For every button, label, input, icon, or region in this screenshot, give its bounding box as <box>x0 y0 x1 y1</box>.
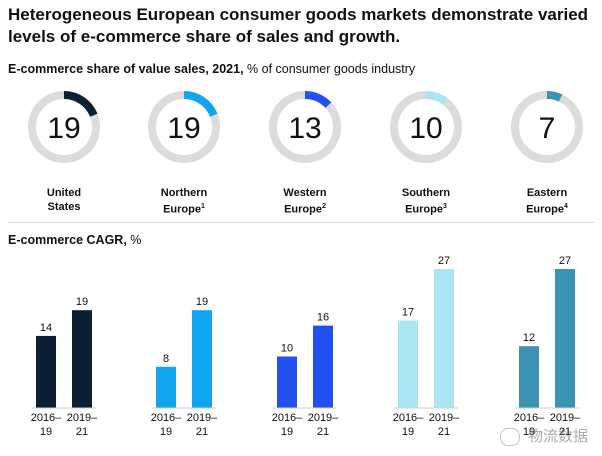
donut-value-label: 10 <box>409 112 442 145</box>
period-label-line1: 2019– <box>67 412 98 424</box>
period-label-line1: 2019– <box>308 412 339 424</box>
cagr-bar-charts: 14 2016– 19 19 2019– 21 8 2016– 19 19 2019– 21 10 201… <box>31 255 581 438</box>
period-label-line1: 2016– <box>151 412 182 424</box>
cagr-group-1: 14 2016– 19 19 2019– 21 <box>31 296 98 438</box>
region-label-line1: Northern <box>160 187 208 199</box>
bar <box>398 320 418 408</box>
bar-value-label: 27 <box>559 255 571 267</box>
donut-value-label: 19 <box>47 112 80 145</box>
bar-value-label: 19 <box>196 296 208 308</box>
donut-slice <box>546 91 563 102</box>
cagr-heading: E-commerce CAGR, % <box>8 233 141 247</box>
bar-value-label: 14 <box>40 322 52 334</box>
footnote-marker: 4 <box>564 203 568 210</box>
donut-1: 19 <box>28 91 100 163</box>
chart-title: Heterogeneous European consumer goods ma… <box>8 5 589 46</box>
period-label-line2: 21 <box>317 426 329 438</box>
bar-value-label: 19 <box>76 296 88 308</box>
bar <box>555 269 575 408</box>
divider <box>8 222 594 223</box>
bar-value-label: 8 <box>163 353 169 365</box>
share-heading: E-commerce share of value sales, 2021, %… <box>8 62 415 76</box>
period-label-line1: 2016– <box>31 412 62 424</box>
donut-slice <box>425 91 448 105</box>
bar <box>36 335 56 408</box>
period-label-line2: 21 <box>196 426 208 438</box>
region-label-line1: Southern <box>401 187 451 199</box>
period-label-line2: 21 <box>438 426 450 438</box>
footnote-marker: 1 <box>201 203 205 210</box>
period-label-line2: 21 <box>76 426 88 438</box>
cagr-heading-unit: % <box>126 233 142 247</box>
bar-value-label: 27 <box>438 255 450 267</box>
cagr-group-4: 17 2016– 19 27 2019– 21 <box>393 255 460 438</box>
period-label-line1: 2019– <box>550 412 581 424</box>
bar <box>277 356 297 408</box>
donut-charts: 19 19 13 10 7 <box>28 91 583 163</box>
cagr-group-3: 10 2016– 19 16 2019– 21 <box>272 312 339 438</box>
region-label-line2: Europe3 <box>405 203 447 216</box>
period-label-line2: 19 <box>523 426 535 438</box>
wechat-icon <box>500 428 520 446</box>
region-label: Western Europe2 <box>250 186 360 217</box>
watermark: 物流数据 <box>527 428 588 445</box>
share-heading-bold: E-commerce share of value sales, 2021, <box>8 62 244 76</box>
bar-value-label: 12 <box>523 332 535 344</box>
period-label-line1: 2016– <box>272 412 303 424</box>
donut-value-label: 19 <box>167 112 200 145</box>
period-label-line1: 2016– <box>514 412 545 424</box>
region-label-line2: Europe1 <box>163 203 205 216</box>
donut-3: 13 <box>269 91 341 163</box>
period-label-line2: 21 <box>559 426 571 438</box>
region-label-line2: States <box>47 201 81 213</box>
period-label-line2: 19 <box>40 426 52 438</box>
cagr-group-5: 12 2016– 19 27 2019– 21 <box>514 255 581 438</box>
region-label: Southern Europe3 <box>371 186 481 217</box>
period-label-line2: 19 <box>281 426 293 438</box>
region-label-line1: United <box>46 187 82 199</box>
period-label-line1: 2019– <box>187 412 218 424</box>
donut-2: 19 <box>148 91 220 163</box>
period-label-line2: 19 <box>160 426 172 438</box>
period-label-line1: 2016– <box>393 412 424 424</box>
cagr-group-2: 8 2016– 19 19 2019– 21 <box>151 296 218 438</box>
footnote-marker: 3 <box>443 203 447 210</box>
footnote-marker: 2 <box>322 203 326 210</box>
donut-value-label: 13 <box>288 112 321 145</box>
bar <box>192 310 212 408</box>
donut-slice <box>63 91 98 117</box>
bar <box>434 269 454 408</box>
donut-4: 10 <box>390 91 462 163</box>
donut-value-label: 7 <box>539 112 556 145</box>
region-label-line2: Europe4 <box>526 203 568 216</box>
donut-5: 7 <box>511 91 583 163</box>
period-label-line1: 2019– <box>429 412 460 424</box>
region-label-line2: Europe2 <box>284 203 326 216</box>
share-heading-unit: % of consumer goods industry <box>243 62 416 76</box>
bar <box>313 325 333 408</box>
donut-slice <box>183 91 218 117</box>
bar <box>72 310 92 408</box>
region-label: United States <box>9 186 119 214</box>
bar-value-label: 17 <box>402 307 414 319</box>
bar-value-label: 16 <box>317 312 329 324</box>
period-label-line2: 19 <box>402 426 414 438</box>
bar-value-label: 10 <box>281 343 293 355</box>
cagr-heading-bold: E-commerce CAGR, <box>8 233 127 247</box>
donut-slice <box>304 91 332 109</box>
region-label: Eastern Europe4 <box>492 186 602 217</box>
region-label-line1: Eastern <box>526 187 568 199</box>
bar <box>519 346 539 408</box>
region-label-line1: Western <box>283 187 327 199</box>
bar <box>156 366 176 408</box>
region-label: Northern Europe1 <box>129 186 239 217</box>
